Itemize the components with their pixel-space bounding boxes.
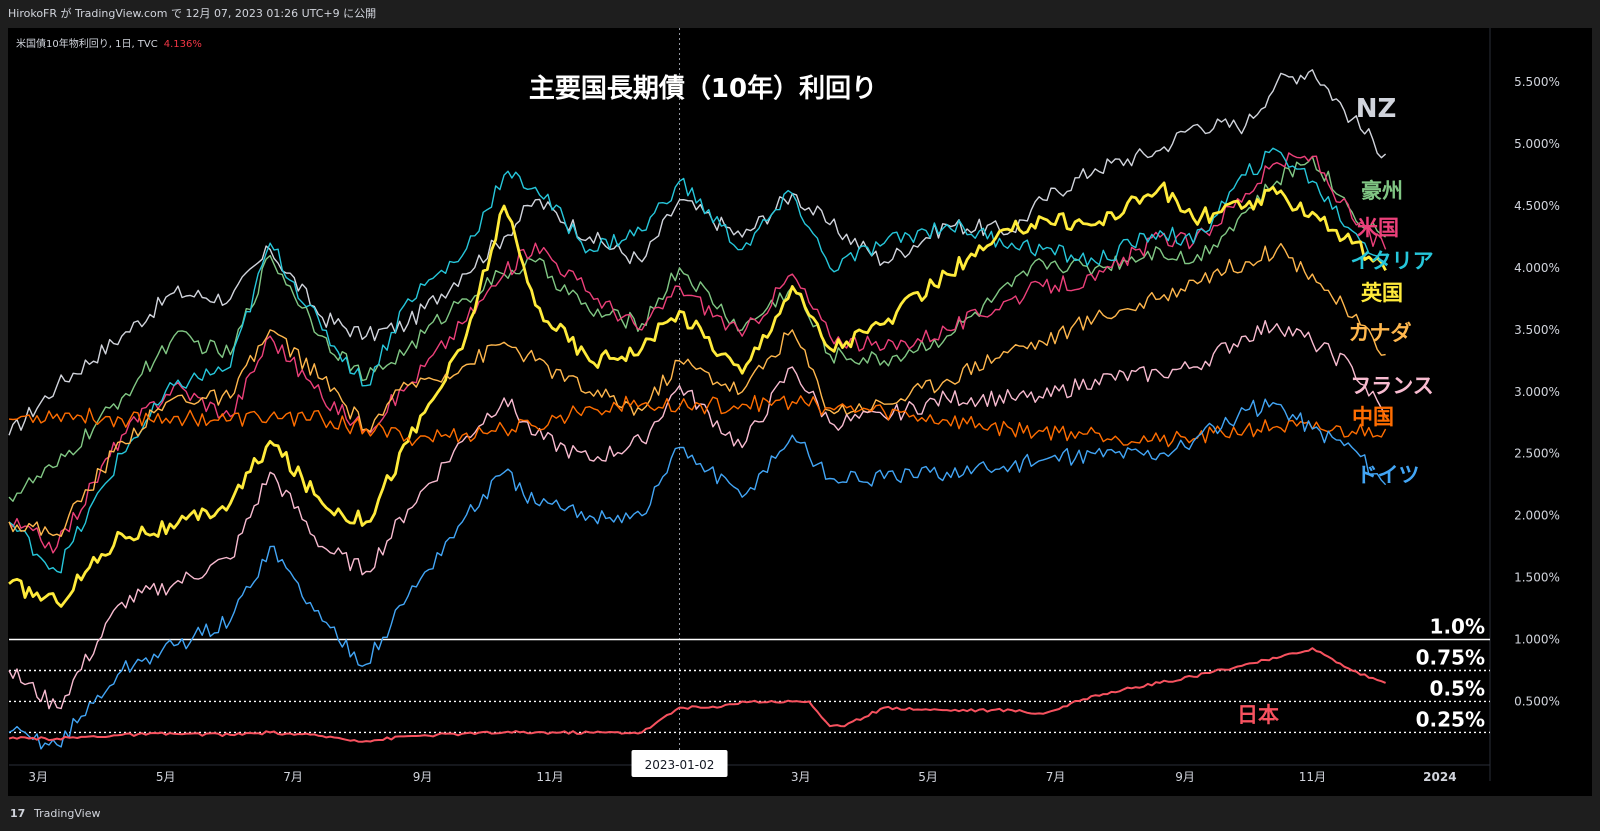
publish-info: HirokoFR が TradingView.com で 12月 07, 202… — [0, 0, 1600, 28]
symbol-value: 4.136% — [163, 39, 202, 50]
y-tick-label: 5.500% — [1514, 75, 1560, 89]
y-tick-label: 4.500% — [1514, 199, 1560, 213]
symbol-label: 米国債10年物利回り, 1日, TVC — [16, 39, 158, 50]
reference-line-label: 0.75% — [1416, 645, 1485, 669]
series-label: 米国 — [1357, 216, 1399, 240]
series-label: カナダ — [1349, 321, 1412, 345]
tradingview-logo-icon: 17 — [10, 807, 26, 820]
y-tick-label: 3.000% — [1514, 385, 1560, 399]
crosshair-date-label: 2023-01-02 — [645, 758, 715, 772]
series-line — [8, 147, 1386, 574]
symbol-info: 米国債10年物利回り, 1日, TVC 4.136% — [16, 35, 202, 50]
chart-frame — [8, 28, 1592, 796]
series-label: イタリア — [1350, 249, 1433, 273]
x-tick-label: 3月 — [791, 770, 811, 784]
y-tick-label: 0.500% — [1514, 694, 1560, 708]
reference-line-label: 0.5% — [1430, 676, 1485, 700]
x-tick-label: 5月 — [918, 770, 938, 784]
series-line — [8, 242, 1386, 537]
series-line — [8, 394, 1387, 448]
crosshair-date-box — [631, 750, 728, 777]
x-tick-label: 11月 — [536, 770, 563, 784]
series-line — [8, 181, 1387, 608]
x-tick-label: 5月 — [156, 770, 176, 784]
series-label: 豪州 — [1361, 179, 1403, 203]
x-tick-label: 9月 — [413, 770, 433, 784]
series-label: 日本 — [1237, 703, 1279, 727]
series-label: ドイツ — [1357, 463, 1420, 487]
series-line — [8, 155, 1386, 502]
y-tick-label: 1.000% — [1514, 633, 1560, 647]
series-line — [8, 398, 1387, 750]
footer: 17 TradingView — [0, 796, 1600, 831]
x-tick-label: 7月 — [283, 770, 303, 784]
series-line — [8, 647, 1386, 743]
series-label: NZ — [1356, 94, 1397, 124]
series-line — [8, 152, 1387, 554]
series-line — [8, 320, 1387, 710]
series-label: フランス — [1350, 374, 1434, 398]
x-tick-label: 11月 — [1299, 770, 1326, 784]
y-tick-label: 1.500% — [1514, 571, 1560, 585]
x-tick-label: 7月 — [1046, 770, 1066, 784]
x-tick-label: 3月 — [28, 770, 48, 784]
series-label: 中国 — [1352, 405, 1394, 429]
y-tick-label: 3.500% — [1514, 323, 1560, 337]
series-line — [8, 69, 1387, 436]
reference-line-label: 0.25% — [1416, 707, 1485, 731]
x-tick-label: 2024 — [1423, 770, 1456, 784]
footer-brand: TradingView — [34, 807, 101, 820]
y-tick-label: 2.500% — [1514, 447, 1560, 461]
y-tick-label: 5.000% — [1514, 137, 1560, 151]
y-tick-label: 2.000% — [1514, 509, 1560, 523]
x-tick-label: 9月 — [1175, 770, 1195, 784]
series-label: 英国 — [1361, 281, 1403, 305]
chart-title: 主要国長期債（10年）利回り — [529, 73, 877, 104]
reference-line-label: 1.0% — [1430, 615, 1485, 639]
y-tick-label: 4.000% — [1514, 261, 1560, 275]
